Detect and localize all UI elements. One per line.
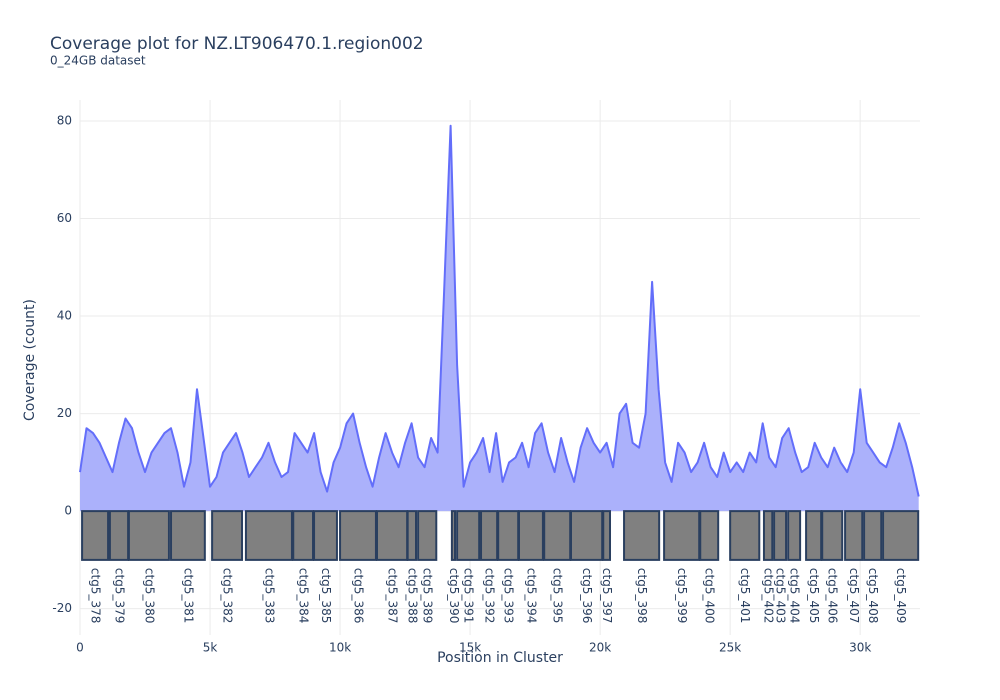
- x-tick-label: 10k: [329, 641, 351, 655]
- gene-box: [170, 510, 206, 561]
- gene-label: ctg5_396: [580, 568, 594, 623]
- gene-box: [406, 510, 417, 561]
- coverage-area: [80, 125, 919, 512]
- gene-label: ctg5_406: [826, 568, 840, 623]
- gene-label: ctg5_391: [462, 568, 476, 623]
- gene-box: [244, 510, 293, 561]
- gene-label: ctg5_383: [262, 568, 276, 623]
- gene-box: [663, 510, 701, 561]
- gene-label: ctg5_399: [675, 568, 689, 623]
- gene-label: ctg5_380: [142, 568, 156, 623]
- gene-label: ctg5_385: [319, 568, 333, 623]
- gene-box: [375, 510, 409, 561]
- gene-label: ctg5_394: [524, 568, 538, 623]
- gene-box: [863, 510, 883, 561]
- gene-box: [882, 510, 920, 561]
- gene-box: [456, 510, 481, 561]
- gene-label: ctg5_395: [551, 568, 565, 623]
- x-tick-label: 20k: [589, 641, 611, 655]
- gene-label: ctg5_397: [600, 568, 614, 623]
- gene-label: ctg5_390: [447, 568, 461, 623]
- gene-box: [773, 510, 788, 561]
- x-tick-label: 5k: [203, 641, 218, 655]
- gene-label: ctg5_389: [421, 568, 435, 623]
- gene-box: [517, 510, 544, 561]
- gene-box: [81, 510, 110, 561]
- y-tick-label: 60: [57, 211, 72, 225]
- gene-label: ctg5_386: [352, 568, 366, 623]
- x-tick-label: 30k: [849, 641, 871, 655]
- gene-box: [623, 510, 661, 561]
- x-tick-label: 0: [76, 641, 84, 655]
- gene-box: [602, 510, 612, 561]
- gene-box: [543, 510, 572, 561]
- gene-label: ctg5_393: [502, 568, 516, 623]
- gene-label: ctg5_384: [297, 568, 311, 623]
- gene-box: [127, 510, 170, 561]
- gene-label: ctg5_409: [894, 568, 908, 623]
- gene-box: [417, 510, 438, 561]
- y-tick-label: 40: [57, 309, 72, 323]
- gene-box: [497, 510, 520, 561]
- gene-box: [339, 510, 377, 561]
- gene-label: ctg5_378: [89, 568, 103, 623]
- coverage-line: [79, 124, 920, 497]
- gene-label: ctg5_403: [774, 568, 788, 623]
- x-tick-label: 25k: [719, 641, 741, 655]
- gene-label: ctg5_382: [221, 568, 235, 623]
- gene-box: [729, 510, 761, 561]
- gene-box: [762, 510, 774, 561]
- gene-box: [480, 510, 499, 561]
- gene-label: ctg5_400: [703, 568, 717, 623]
- gene-label: ctg5_381: [181, 568, 195, 623]
- gene-box: [787, 510, 802, 561]
- y-tick-label: 0: [64, 504, 72, 518]
- chart-subtitle: 0_24GB dataset: [50, 54, 146, 68]
- gene-box: [450, 510, 457, 561]
- gene-box: [699, 510, 720, 561]
- y-tick-label: 20: [57, 406, 72, 420]
- gene-box: [844, 510, 864, 561]
- y-tick-label: -20: [52, 601, 72, 615]
- gene-label: ctg5_388: [405, 568, 419, 623]
- gene-box: [211, 510, 244, 561]
- y-axis-label: Coverage (count): [22, 299, 38, 421]
- gene-label: ctg5_387: [386, 568, 400, 623]
- gene-label: ctg5_408: [866, 568, 880, 623]
- gene-label: ctg5_398: [635, 568, 649, 623]
- gene-label: ctg5_379: [113, 568, 127, 623]
- gene-box: [569, 510, 604, 561]
- gene-label: ctg5_401: [738, 568, 752, 623]
- gene-label: ctg5_392: [483, 568, 497, 623]
- gene-label: ctg5_407: [847, 568, 861, 623]
- gene-label: ctg5_402: [762, 568, 776, 623]
- gene-box: [805, 510, 823, 561]
- gene-label: ctg5_404: [788, 568, 802, 623]
- gene-label: ctg5_405: [807, 568, 821, 623]
- y-tick-label: 80: [57, 113, 72, 127]
- x-axis-label: Position in Cluster: [437, 650, 563, 666]
- gene-box: [292, 510, 315, 561]
- chart-title: Coverage plot for NZ.LT906470.1.region00…: [50, 34, 424, 54]
- gene-box: [313, 510, 338, 561]
- x-tick-label: 15k: [459, 641, 481, 655]
- gene-box: [108, 510, 130, 561]
- gene-box: [821, 510, 844, 561]
